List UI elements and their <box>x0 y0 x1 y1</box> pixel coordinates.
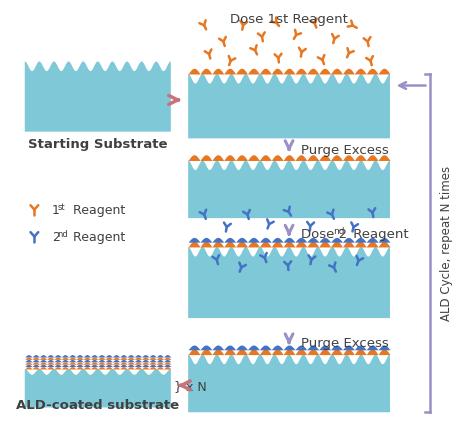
Text: 2: 2 <box>52 231 60 244</box>
Text: Reagent: Reagent <box>69 204 125 217</box>
Polygon shape <box>188 160 390 218</box>
Polygon shape <box>25 369 171 408</box>
Polygon shape <box>188 74 390 138</box>
Polygon shape <box>188 247 390 318</box>
Text: Reagent: Reagent <box>69 231 125 244</box>
Text: Reagent: Reagent <box>349 228 408 241</box>
Text: Purge Excess: Purge Excess <box>301 337 388 350</box>
Text: } x N: } x N <box>174 380 207 393</box>
Text: Dose 1st Reagent: Dose 1st Reagent <box>230 13 348 27</box>
Text: Starting Substrate: Starting Substrate <box>28 138 168 152</box>
Text: Purge Excess: Purge Excess <box>301 144 388 157</box>
Text: 1: 1 <box>52 204 60 217</box>
Polygon shape <box>25 62 171 132</box>
Text: nd: nd <box>333 227 345 236</box>
Text: ALD Cycle, repeat N times: ALD Cycle, repeat N times <box>440 166 453 321</box>
Text: ALD-coated substrate: ALD-coated substrate <box>16 399 179 412</box>
Text: nd: nd <box>57 230 68 239</box>
Text: Dose 2: Dose 2 <box>301 228 346 241</box>
Text: st: st <box>57 203 65 212</box>
Polygon shape <box>188 354 390 412</box>
